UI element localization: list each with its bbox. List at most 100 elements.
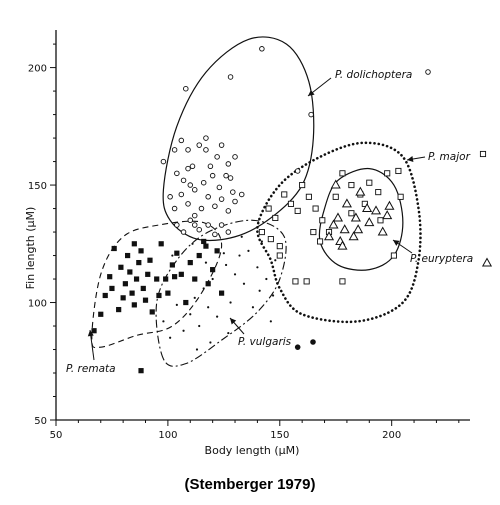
point-p-vulgaris	[240, 235, 243, 238]
point-p-vulgaris	[211, 277, 214, 281]
point-p-major	[332, 193, 339, 200]
species-labels: P. dolichoptera P. major P. euryptera P. vu…	[66, 69, 493, 375]
point-p-dolichoptera	[212, 231, 218, 238]
point-p-vulgaris	[265, 277, 268, 281]
point-p-dolichoptera	[218, 196, 225, 202]
point-p-remata	[145, 271, 151, 277]
boundary-p-euryptera	[318, 168, 404, 271]
point-p-dolichoptera	[174, 222, 180, 228]
point-p-euryptera	[328, 219, 339, 229]
point-p-major	[348, 182, 355, 189]
point-p-remata	[158, 241, 164, 247]
point-p-euryptera	[348, 231, 359, 241]
point-p-vulgaris	[242, 282, 246, 285]
point-p-remata	[129, 290, 135, 296]
point-p-major	[384, 170, 391, 177]
point-p-vulgaris	[180, 273, 183, 276]
arrowhead-p-vulgaris	[230, 318, 237, 325]
point-p-vulgaris	[256, 266, 259, 269]
point-p-euryptera	[323, 231, 335, 241]
point-p-major	[395, 167, 402, 175]
point-p-remata	[140, 285, 146, 292]
point-p-remata	[142, 297, 149, 303]
point-p-major	[265, 205, 272, 212]
point-p-major	[281, 191, 288, 198]
point-p-dolichoptera	[209, 172, 216, 179]
point-p-dolichoptera	[180, 177, 187, 184]
point-p-dolichoptera	[225, 208, 232, 214]
point-p-remata	[205, 281, 211, 287]
point-p-remata	[127, 269, 133, 275]
point-p-vulgaris	[260, 240, 263, 243]
label-p-major: P. major	[428, 151, 471, 163]
point-p-major	[292, 278, 299, 285]
point-p-remata	[192, 276, 198, 282]
point-p-major	[305, 193, 312, 200]
point-p-major	[366, 179, 373, 186]
label-symbol-p-vulgaris	[310, 339, 316, 345]
point-p-dolichoptera	[198, 205, 205, 212]
point-p-dolichoptera	[171, 147, 178, 153]
point-p-dolichoptera	[308, 111, 314, 118]
arrowhead-p-euryptera	[393, 240, 400, 246]
point-p-dolichoptera	[185, 147, 191, 153]
point-p-major	[267, 236, 274, 243]
data-points	[91, 46, 404, 374]
point-p-vulgaris	[247, 249, 250, 252]
point-p-dolichoptera	[196, 226, 202, 233]
point-p-remata	[183, 299, 189, 306]
point-p-major	[310, 228, 317, 236]
point-p-vulgaris	[271, 294, 275, 297]
point-p-dolichoptera	[180, 229, 187, 235]
point-p-dolichoptera	[189, 163, 196, 170]
point-p-dolichoptera	[185, 201, 191, 207]
point-p-dolichoptera	[225, 161, 232, 167]
point-p-dolichoptera	[185, 165, 191, 172]
point-p-dolichoptera	[259, 46, 265, 52]
point-p-dolichoptera	[187, 217, 194, 224]
point-p-major	[317, 238, 324, 245]
point-p-dolichoptera	[218, 142, 225, 148]
point-p-dolichoptera	[187, 182, 194, 188]
point-p-remata	[102, 292, 108, 299]
point-p-remata	[107, 274, 113, 280]
point-p-dolichoptera	[178, 137, 185, 144]
point-p-euryptera	[384, 200, 395, 210]
point-p-major	[303, 278, 310, 285]
point-p-vulgaris	[169, 336, 172, 339]
point-p-remata	[210, 267, 216, 273]
arrowhead-p-remata	[87, 330, 94, 337]
point-p-major	[375, 189, 382, 196]
y-axis-label: Fin length (µM)	[24, 207, 37, 290]
label-p-remata: P. remata	[66, 363, 116, 375]
point-p-vulgaris	[227, 331, 230, 335]
point-p-dolichoptera	[212, 203, 218, 209]
point-p-vulgaris	[258, 289, 261, 292]
point-p-euryptera	[355, 186, 366, 196]
point-p-remata	[156, 292, 162, 299]
point-p-major	[294, 207, 301, 214]
point-p-vulgaris	[238, 254, 241, 257]
point-p-euryptera	[377, 226, 388, 236]
point-p-dolichoptera	[205, 194, 211, 200]
species-boundaries	[91, 36, 422, 367]
point-p-dolichoptera	[174, 170, 180, 177]
point-p-dolichoptera	[205, 222, 211, 228]
point-p-remata	[91, 328, 97, 334]
point-p-dolichoptera	[196, 142, 202, 148]
point-p-dolichoptera	[232, 154, 238, 160]
point-p-dolichoptera	[232, 198, 238, 205]
x-axis-label: Body length (µM)	[205, 444, 300, 457]
point-p-dolichoptera	[216, 184, 223, 191]
point-p-major	[397, 193, 404, 200]
point-p-dolichoptera	[200, 179, 207, 186]
point-p-remata	[133, 276, 140, 282]
y-tick-label: 150	[28, 181, 47, 192]
point-p-remata	[172, 274, 178, 280]
point-p-dolichoptera	[223, 172, 229, 179]
axes: 50 100 150 200 50 100 150 200	[28, 30, 470, 441]
point-p-vulgaris	[233, 273, 237, 276]
point-p-remata	[125, 252, 131, 259]
